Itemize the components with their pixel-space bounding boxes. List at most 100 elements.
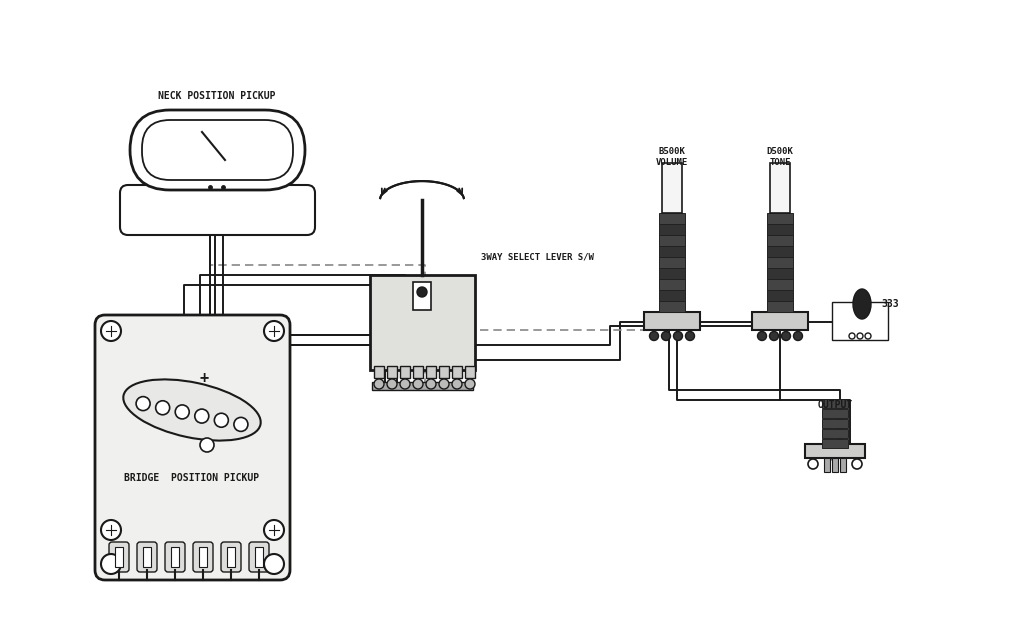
Bar <box>767 268 793 279</box>
Bar <box>439 366 449 378</box>
Circle shape <box>413 379 423 389</box>
Bar <box>659 257 685 268</box>
Bar <box>659 224 685 235</box>
Circle shape <box>101 520 121 540</box>
Bar <box>840 318 880 332</box>
Bar <box>805 444 865 458</box>
Bar <box>822 439 848 448</box>
Bar <box>767 257 793 268</box>
Bar <box>143 547 151 567</box>
Bar <box>644 312 700 330</box>
Circle shape <box>857 333 863 339</box>
Bar <box>822 419 848 428</box>
FancyBboxPatch shape <box>221 542 241 572</box>
Circle shape <box>417 287 427 297</box>
Circle shape <box>101 321 121 341</box>
Circle shape <box>200 438 214 452</box>
Bar <box>767 301 793 312</box>
Bar <box>400 366 410 378</box>
Circle shape <box>439 379 449 389</box>
Circle shape <box>101 554 121 574</box>
Circle shape <box>387 379 397 389</box>
Bar <box>822 409 848 418</box>
Bar <box>831 458 838 472</box>
Circle shape <box>758 331 767 340</box>
Circle shape <box>465 379 475 389</box>
Circle shape <box>264 520 284 540</box>
Circle shape <box>195 409 209 423</box>
Text: OUTPUT: OUTPUT <box>817 400 853 410</box>
Bar <box>387 366 397 378</box>
Bar <box>465 366 475 378</box>
FancyBboxPatch shape <box>165 542 185 572</box>
Bar <box>452 366 462 378</box>
Circle shape <box>175 405 189 419</box>
Bar <box>370 275 475 370</box>
Circle shape <box>233 418 248 432</box>
Bar <box>659 246 685 257</box>
Text: +: + <box>200 370 209 386</box>
Circle shape <box>426 379 436 389</box>
Bar <box>840 458 846 472</box>
Bar <box>199 547 207 567</box>
Bar <box>659 268 685 279</box>
Circle shape <box>852 459 862 469</box>
Circle shape <box>214 413 228 427</box>
Bar <box>659 301 685 312</box>
FancyBboxPatch shape <box>95 315 290 580</box>
FancyBboxPatch shape <box>130 110 305 190</box>
Circle shape <box>649 331 658 340</box>
Circle shape <box>808 459 818 469</box>
Circle shape <box>400 379 410 389</box>
Bar <box>372 382 473 390</box>
Circle shape <box>662 331 671 340</box>
Bar <box>426 366 436 378</box>
Circle shape <box>865 333 871 339</box>
FancyBboxPatch shape <box>137 542 157 572</box>
Bar <box>767 290 793 301</box>
Circle shape <box>264 554 284 574</box>
Circle shape <box>452 379 462 389</box>
Bar <box>659 290 685 301</box>
Text: BRIDGE  POSITION PICKUP: BRIDGE POSITION PICKUP <box>125 473 259 483</box>
Bar <box>659 213 685 224</box>
FancyBboxPatch shape <box>193 542 213 572</box>
Bar <box>662 163 682 213</box>
Text: D500K
TONE: D500K TONE <box>767 147 794 167</box>
Circle shape <box>685 331 694 340</box>
Bar <box>413 282 431 310</box>
Bar <box>659 235 685 246</box>
Bar <box>767 246 793 257</box>
Circle shape <box>674 331 683 340</box>
Bar <box>767 235 793 246</box>
Circle shape <box>136 397 151 411</box>
Bar <box>255 547 263 567</box>
Bar <box>822 399 848 408</box>
Circle shape <box>264 321 284 341</box>
Bar <box>831 302 888 340</box>
Bar <box>374 366 384 378</box>
Circle shape <box>156 401 170 415</box>
Text: B500K
VOLUME: B500K VOLUME <box>656 147 688 167</box>
Bar <box>171 547 179 567</box>
Circle shape <box>794 331 803 340</box>
Text: NECK POSITION PICKUP: NECK POSITION PICKUP <box>159 91 275 101</box>
Bar <box>767 213 793 224</box>
Ellipse shape <box>853 289 871 319</box>
FancyBboxPatch shape <box>249 542 269 572</box>
Bar <box>227 547 234 567</box>
Text: 3WAY SELECT LEVER S/W: 3WAY SELECT LEVER S/W <box>481 253 594 261</box>
Bar <box>822 429 848 438</box>
Bar <box>824 458 830 472</box>
Bar <box>752 312 808 330</box>
FancyBboxPatch shape <box>109 542 129 572</box>
Bar <box>115 547 123 567</box>
Circle shape <box>374 379 384 389</box>
Circle shape <box>849 333 855 339</box>
Bar <box>413 366 423 378</box>
Bar <box>767 279 793 290</box>
Circle shape <box>781 331 791 340</box>
Bar <box>767 224 793 235</box>
Bar <box>659 279 685 290</box>
Ellipse shape <box>123 379 261 440</box>
